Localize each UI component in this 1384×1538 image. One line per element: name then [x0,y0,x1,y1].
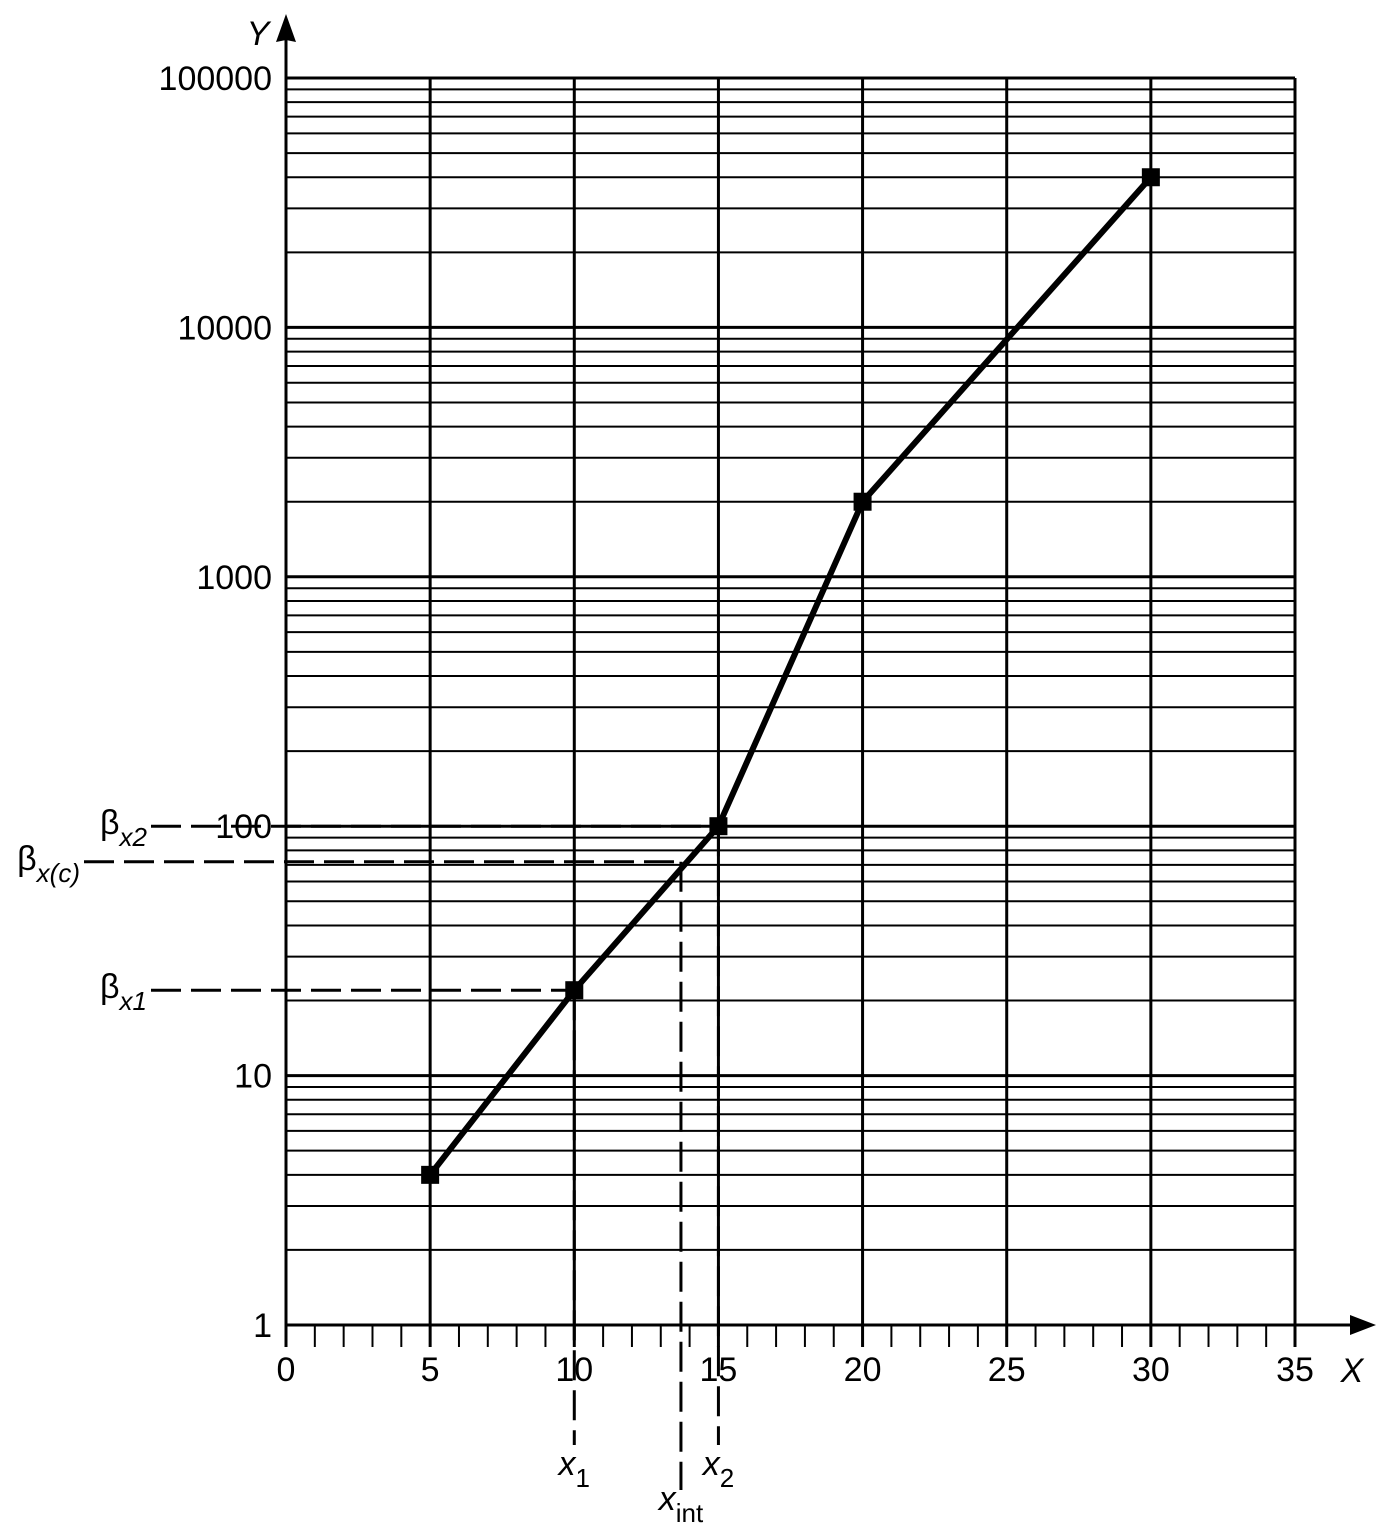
reference-label: xint [657,1480,704,1528]
label-main: β [17,840,37,878]
x-axis-label: X [1340,1352,1365,1390]
label-main: x [557,1445,577,1483]
y-tick-label: 1 [253,1307,272,1345]
label-sub: int [676,1498,704,1528]
y-axis-label: Y [247,15,272,53]
x-tick-label: 35 [1276,1351,1314,1389]
label-sub: x(c) [35,858,80,888]
reference-label: x1 [557,1445,590,1493]
label-main: β [100,968,120,1006]
reference-label: βx(c) [17,840,80,888]
data-point [421,1165,440,1184]
x-tick-label: 0 [277,1351,296,1389]
label-sub: 2 [720,1463,734,1493]
data-point [853,492,872,511]
data-point [709,817,728,836]
y-tick-label: 1000 [196,559,272,597]
label-main: β [100,804,120,842]
x-tick-label: 20 [844,1351,882,1389]
reference-label: βx2 [100,804,148,852]
label-main: x [701,1445,721,1483]
x-tick-label: 5 [421,1351,440,1389]
label-main: x [657,1480,677,1518]
y-tick-label: 10 [234,1058,272,1096]
y-tick-label: 100000 [159,60,272,98]
x-axis-arrow [1350,1315,1376,1335]
label-sub: x1 [118,986,147,1016]
label-sub: x2 [118,822,148,852]
reference-label: βx1 [100,968,147,1016]
y-axis-arrow [276,14,296,42]
data-point [565,981,584,1000]
reference-label: x2 [701,1445,734,1493]
label-sub: 1 [576,1463,590,1493]
x-tick-label: 25 [988,1351,1026,1389]
data-point [1141,168,1160,187]
x-tick-label: 30 [1132,1351,1170,1389]
y-tick-label: 10000 [177,309,272,347]
